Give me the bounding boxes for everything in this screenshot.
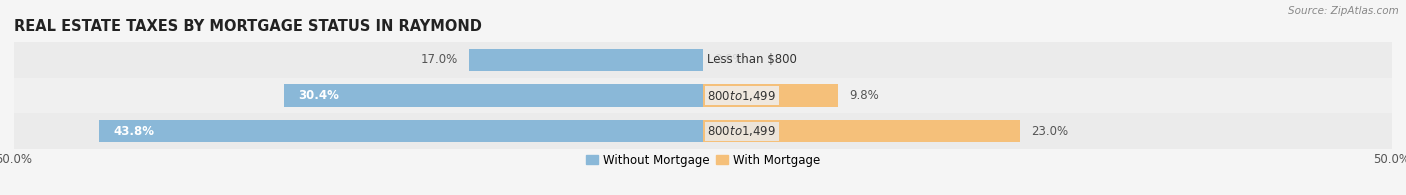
Bar bbox=[14, 113, 1392, 149]
Text: 43.8%: 43.8% bbox=[114, 125, 155, 138]
Bar bbox=[284, 84, 703, 107]
Bar bbox=[14, 78, 1392, 113]
Text: 0.0%: 0.0% bbox=[714, 53, 744, 66]
Legend: Without Mortgage, With Mortgage: Without Mortgage, With Mortgage bbox=[586, 153, 820, 167]
Text: 17.0%: 17.0% bbox=[420, 53, 458, 66]
Text: $800 to $1,499: $800 to $1,499 bbox=[707, 89, 776, 103]
Text: 9.8%: 9.8% bbox=[849, 89, 879, 102]
Bar bbox=[703, 84, 838, 107]
Text: 30.4%: 30.4% bbox=[298, 89, 339, 102]
Bar bbox=[703, 120, 1019, 142]
Text: 23.0%: 23.0% bbox=[1031, 125, 1069, 138]
Bar bbox=[468, 49, 703, 71]
Text: Source: ZipAtlas.com: Source: ZipAtlas.com bbox=[1288, 6, 1399, 16]
Bar bbox=[100, 120, 703, 142]
Bar bbox=[14, 42, 1392, 78]
Text: Less than $800: Less than $800 bbox=[707, 53, 797, 66]
Text: REAL ESTATE TAXES BY MORTGAGE STATUS IN RAYMOND: REAL ESTATE TAXES BY MORTGAGE STATUS IN … bbox=[14, 19, 482, 34]
Text: $800 to $1,499: $800 to $1,499 bbox=[707, 124, 776, 138]
